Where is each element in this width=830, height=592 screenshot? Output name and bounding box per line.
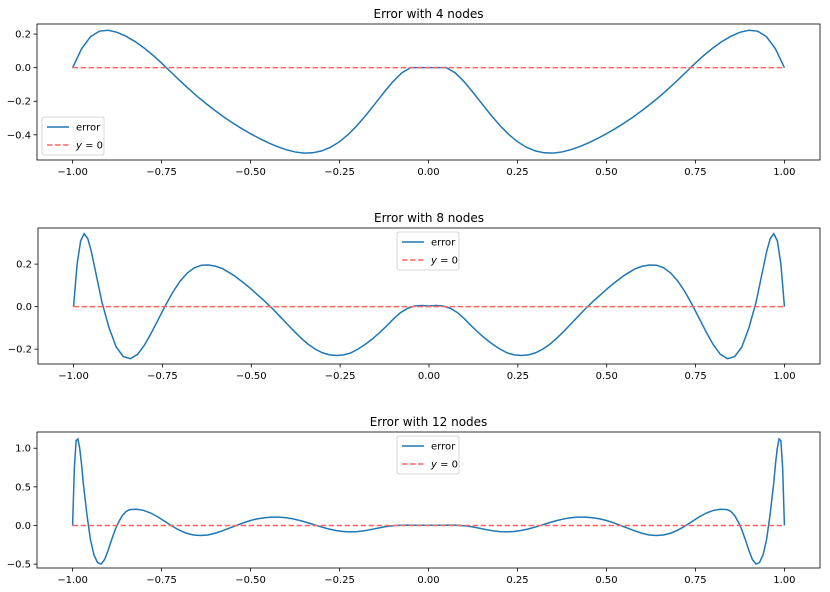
y-tick-label: 0.0 (16, 302, 32, 313)
y-tick-label: 1.0 (15, 444, 31, 455)
x-tick-label: −0.75 (147, 371, 178, 382)
x-tick-label: −0.50 (236, 371, 267, 382)
x-tick-label: −0.50 (235, 575, 266, 586)
axes-frame (36, 23, 821, 161)
x-tick-label: 1.00 (773, 167, 795, 178)
y-tick-label: −0.4 (7, 130, 31, 141)
legend: error y = 0 (396, 435, 460, 475)
x-tick-label: 0.00 (417, 575, 439, 586)
chart-title: Error with 4 nodes (374, 7, 484, 21)
chart-title: Error with 12 nodes (370, 415, 488, 429)
x-tick-label: 0.25 (506, 575, 528, 586)
x-tick-label: −0.25 (325, 371, 356, 382)
error-series-line (71, 29, 786, 154)
x-tick-label: −0.25 (324, 167, 355, 178)
y-tick-label: −0.2 (7, 97, 31, 108)
x-tick-label: 0.75 (684, 167, 706, 178)
legend-label-zero: y = 0 (75, 141, 103, 152)
chart-title: Error with 8 nodes (374, 211, 484, 225)
x-tick-label: −0.50 (235, 167, 266, 178)
x-tick-label: 0.75 (684, 371, 706, 382)
y-tick-label: 0.5 (15, 482, 31, 493)
x-tick-label: −1.00 (58, 371, 89, 382)
subplot-8-nodes: Error with 8 nodes −1.00 −0.75 −0.50 −0.25 0.… (8, 211, 821, 382)
y-tick-label: 0.2 (15, 30, 31, 41)
x-tick-label: 1.00 (773, 575, 795, 586)
legend-label-zero: y = 0 (430, 460, 458, 471)
x-tick-label: 1.00 (773, 371, 795, 382)
legend-label-error: error (431, 442, 456, 453)
legend-label-zero: y = 0 (430, 256, 458, 267)
x-tick-label: −1.00 (57, 575, 88, 586)
y-tick-label: 0.0 (15, 521, 31, 532)
y-tick-label: −0.5 (7, 560, 31, 571)
y-tick-label: 0.2 (16, 260, 32, 271)
x-tick-label: 0.25 (506, 167, 528, 178)
subplot-4-nodes: Error with 4 nodes −1.00 −0.75 −0.50 −0.25 0.… (7, 7, 821, 178)
x-tick-label: 0.25 (507, 371, 529, 382)
x-tick-label: 0.50 (596, 371, 618, 382)
legend-label-error: error (431, 238, 456, 249)
x-tick-label: 0.50 (595, 575, 617, 586)
x-tick-label: −0.75 (146, 575, 177, 586)
legend: error y = 0 (41, 116, 105, 156)
legend: error y = 0 (396, 231, 460, 271)
x-tick-label: 0.00 (418, 371, 440, 382)
subplot-12-nodes: Error with 12 nodes −1.00 −0.75 −0.50 −0.25 0… (7, 415, 821, 586)
x-tick-label: −1.00 (57, 167, 88, 178)
legend-label-error: error (76, 123, 101, 134)
x-tick-label: 0.75 (684, 575, 706, 586)
x-tick-label: 0.00 (417, 167, 439, 178)
x-tick-label: 0.50 (595, 167, 617, 178)
x-tick-label: −0.75 (146, 167, 177, 178)
x-tick-label: −0.25 (324, 575, 355, 586)
y-tick-label: 0.0 (15, 63, 31, 74)
y-tick-label: −0.2 (8, 345, 32, 356)
